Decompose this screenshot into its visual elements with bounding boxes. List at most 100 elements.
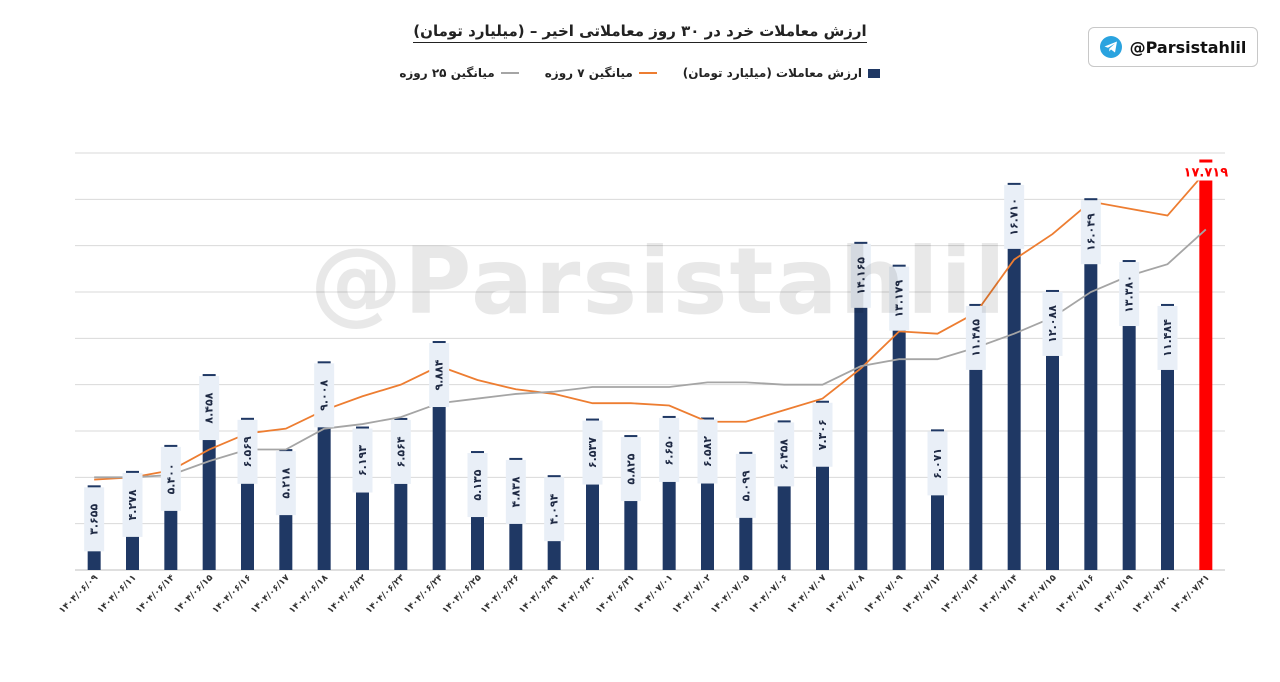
legend-item-value: ارزش معاملات (میلیارد تومان) — [683, 66, 880, 80]
average-lines — [94, 170, 1207, 481]
data-label: ۵.۲۱۸ — [279, 467, 292, 498]
legend-label-ma25: میانگین ۲۵ روزه — [399, 66, 495, 80]
bar — [854, 241, 868, 570]
bar — [1046, 289, 1059, 570]
data-label: ۶.۵۶۹ — [241, 436, 254, 467]
data-label-bg — [122, 472, 143, 537]
data-label-bg — [697, 419, 718, 484]
x-tick-label: ۱۴۰۴/۰۶/۱۵ — [172, 573, 215, 616]
data-label-bg — [659, 417, 680, 482]
x-tick-label: ۱۴۰۴/۰۶/۰۹ — [57, 573, 100, 616]
data-label: ۱۲.۰۸۸ — [1046, 305, 1059, 343]
telegram-icon — [1099, 36, 1122, 58]
data-label: ۴.۰۹۴ — [548, 493, 561, 524]
x-tick-label: ۱۴۰۴/۰۷/۰۲ — [671, 573, 714, 616]
x-tick-label: ۱۴۰۴/۰۶/۳۰ — [556, 573, 599, 616]
data-label: ۵.۸۲۵ — [624, 453, 637, 484]
data-label: ۶.۶۵۰ — [663, 434, 676, 465]
bar — [1199, 159, 1213, 570]
data-label-bg — [774, 422, 795, 487]
data-label: ۱۱.۴۸۴ — [1161, 319, 1174, 357]
x-tick-label: ۱۴۰۴/۰۷/۰۸ — [824, 573, 867, 616]
data-label: ۷.۳۰۶ — [816, 419, 829, 450]
data-label-bg — [1080, 200, 1101, 265]
data-label-bg — [1004, 184, 1025, 249]
x-tick-label: ۱۴۰۴/۰۷/۰۱ — [632, 573, 675, 616]
data-label-bg — [850, 243, 871, 308]
data-label-bg — [275, 451, 296, 516]
data-label: ۶.۰۷۱ — [931, 448, 944, 479]
data-label-bg — [544, 477, 565, 542]
x-tick-label: ۱۴۰۴/۰۶/۲۲ — [326, 573, 369, 616]
data-label-bg — [735, 453, 756, 518]
data-label: ۵.۱۳۵ — [471, 469, 484, 500]
x-tick-label: ۱۴۰۴/۰۶/۲۴ — [402, 573, 445, 616]
data-label: ۸.۴۵۸ — [203, 392, 216, 423]
x-tick-label: ۱۴۰۴/۰۶/۲۶ — [479, 573, 522, 616]
data-label: ۱۴.۱۶۵ — [854, 257, 867, 295]
x-tick-label: ۱۴۰۴/۰۶/۱۸ — [287, 573, 330, 616]
x-tick-label: ۱۴۰۴/۰۶/۳۱ — [594, 573, 637, 616]
data-label: ۶.۵۸۲ — [701, 436, 714, 467]
telegram-handle-text: @Parsistahlil — [1129, 37, 1247, 57]
data-label-bg — [467, 453, 488, 518]
legend-item-ma7: میانگین ۷ روزه — [545, 66, 657, 80]
data-label: ۵.۴۰۰ — [164, 463, 177, 494]
ma7-line — [94, 170, 1207, 481]
data-label-bg — [199, 376, 220, 441]
x-tick-label: ۱۴۰۴/۰۷/۱۶ — [1054, 573, 1097, 616]
data-label-bg — [1157, 305, 1178, 370]
bar — [1122, 260, 1136, 570]
bar — [892, 264, 906, 570]
data-label: ۶.۴۵۸ — [778, 439, 791, 470]
data-label: ۴.۸۳۸ — [509, 476, 522, 507]
data-label: ۱۱.۴۸۵ — [969, 319, 982, 357]
data-label-bg — [1178, 162, 1233, 181]
data-label-bg — [84, 487, 105, 552]
chart-title: ارزش معاملات خرد در ۳۰ روز معاملاتی اخیر… — [0, 22, 1280, 43]
data-label: ۵.۰۹۹ — [739, 470, 752, 501]
x-tick-labels: ۱۴۰۴/۰۶/۰۹۱۴۰۴/۰۶/۱۱۱۴۰۴/۰۶/۱۴۱۴۰۴/۰۶/۱۵… — [57, 573, 1211, 616]
x-tick-label: ۱۴۰۴/۰۶/۱۷ — [249, 573, 292, 616]
data-label: ۱۶.۰۴۹ — [1084, 213, 1097, 251]
legend: ارزش معاملات (میلیارد تومان) میانگین ۷ ر… — [380, 66, 880, 80]
x-tick-label: ۱۴۰۴/۰۷/۱۵ — [1016, 573, 1059, 616]
x-tick-label: ۱۴۰۴/۰۷/۱۳ — [939, 573, 982, 616]
data-label: ۱۳.۱۷۹ — [893, 280, 906, 318]
chart-title-text: ارزش معاملات خرد در ۳۰ روز معاملاتی اخیر… — [413, 22, 867, 43]
data-labels: ۳.۶۵۵ ۴.۲۷۸ ۵.۴۰۰ ۸.۴۵۸ ۶.۵۶۹ ۵.۲۱۸ ۹.۰۰۸ ۶.۱۹۳… — [84, 162, 1233, 552]
telegram-handle-badge[interactable]: @Parsistahlil — [1088, 27, 1258, 67]
data-label: ۴.۲۷۸ — [126, 489, 139, 520]
data-label-bg — [582, 420, 603, 485]
x-tick-label: ۱۴۰۴/۰۷/۲۱ — [1169, 573, 1212, 616]
data-label-bg — [889, 266, 910, 331]
legend-item-ma25: میانگین ۲۵ روزه — [399, 66, 519, 80]
data-label: ۹.۸۸۴ — [433, 359, 446, 390]
x-tick-label: ۱۴۰۴/۰۷/۲۰ — [1131, 573, 1174, 616]
x-tick-label: ۱۴۰۴/۰۶/۲۳ — [364, 573, 407, 616]
data-label-bg — [429, 343, 450, 408]
data-label-bg — [812, 402, 833, 467]
data-label: ۱۶.۷۱۰ — [1008, 198, 1021, 236]
data-label: ۶.۱۹۳ — [356, 445, 369, 476]
data-label-bg — [314, 363, 335, 428]
ma25-line — [94, 228, 1207, 479]
x-tick-label: ۱۴۰۴/۰۶/۲۹ — [517, 573, 560, 616]
x-tick-label: ۱۴۰۴/۰۶/۱۶ — [211, 573, 254, 616]
data-label: ۱۳.۳۸۰ — [1123, 275, 1136, 313]
data-label-bg — [352, 428, 373, 493]
data-label-bg — [237, 419, 258, 484]
x-tick-label: ۱۴۰۴/۰۶/۲۵ — [441, 573, 484, 616]
x-tick-label: ۱۴۰۴/۰۷/۰۵ — [709, 573, 752, 616]
data-label: ۱۷.۷۱۹ — [1184, 166, 1229, 181]
data-label-bg — [1042, 291, 1063, 356]
x-tick-label: ۱۴۰۴/۰۶/۱۱ — [96, 573, 139, 616]
data-label-bg — [160, 446, 181, 511]
bar — [1161, 303, 1174, 570]
x-tick-label: ۱۴۰۴/۰۷/۱۴ — [977, 573, 1020, 616]
bar — [1007, 182, 1021, 570]
legend-swatch-bar — [868, 68, 880, 78]
bar — [969, 303, 983, 570]
data-label-bg — [1119, 262, 1140, 327]
